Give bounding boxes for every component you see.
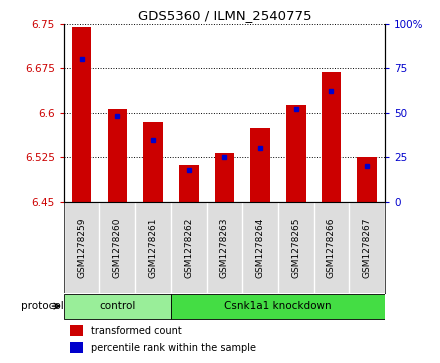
Text: Csnk1a1 knockdown: Csnk1a1 knockdown xyxy=(224,301,332,311)
Text: GSM1278262: GSM1278262 xyxy=(184,217,193,278)
Bar xyxy=(70,342,83,353)
Bar xyxy=(143,122,163,202)
Bar xyxy=(70,325,83,336)
Text: percentile rank within the sample: percentile rank within the sample xyxy=(91,343,256,353)
Text: GSM1278263: GSM1278263 xyxy=(220,217,229,278)
Text: transformed count: transformed count xyxy=(91,326,182,335)
Bar xyxy=(286,105,306,202)
Text: control: control xyxy=(99,301,136,311)
Bar xyxy=(179,164,198,202)
Text: GSM1278259: GSM1278259 xyxy=(77,217,86,278)
Bar xyxy=(322,72,341,202)
Text: GSM1278266: GSM1278266 xyxy=(327,217,336,278)
Text: GSM1278267: GSM1278267 xyxy=(363,217,372,278)
Bar xyxy=(171,294,385,319)
Bar xyxy=(107,109,127,202)
Text: GSM1278260: GSM1278260 xyxy=(113,217,122,278)
Text: GSM1278265: GSM1278265 xyxy=(291,217,300,278)
Bar xyxy=(250,128,270,202)
Text: GSM1278264: GSM1278264 xyxy=(256,217,264,278)
Bar xyxy=(357,158,377,202)
Text: protocol: protocol xyxy=(21,301,64,311)
Text: GSM1278261: GSM1278261 xyxy=(149,217,158,278)
Bar xyxy=(72,26,92,202)
Title: GDS5360 / ILMN_2540775: GDS5360 / ILMN_2540775 xyxy=(138,9,311,23)
Bar xyxy=(215,153,234,202)
Bar xyxy=(64,294,171,319)
